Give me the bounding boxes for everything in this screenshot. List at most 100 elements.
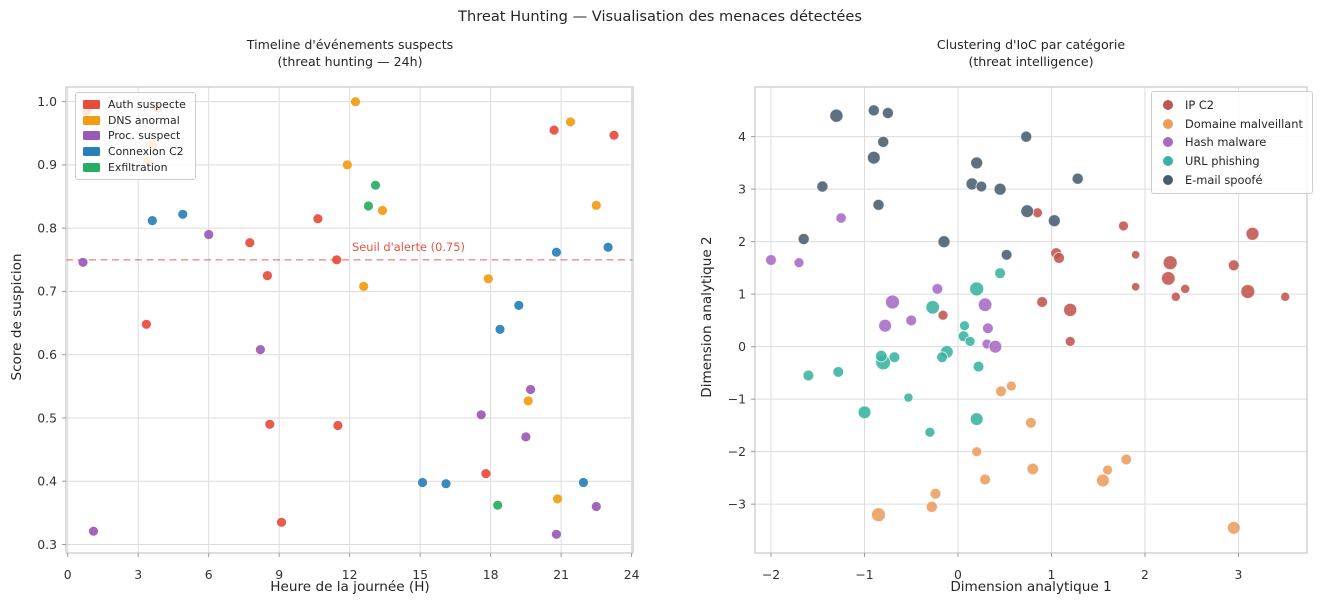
data-point-series-4 bbox=[1020, 204, 1035, 219]
data-point-series-1 bbox=[1005, 380, 1017, 392]
panel-title-timeline-line1: Timeline d'événements suspects bbox=[246, 37, 454, 52]
data-point-series-3 bbox=[514, 300, 524, 310]
x-tick-label: −1 bbox=[855, 567, 873, 582]
y-tick-label: 2 bbox=[738, 234, 746, 249]
x-tick-label: 9 bbox=[275, 567, 283, 582]
data-point-series-3 bbox=[857, 405, 872, 420]
data-point-series-4 bbox=[493, 500, 503, 510]
legend-swatch-icon bbox=[1163, 100, 1173, 111]
legend-label: URL phishing bbox=[1185, 154, 1260, 169]
data-point-series-2 bbox=[551, 529, 561, 539]
data-point-series-4 bbox=[975, 180, 988, 193]
panel-title-clustering-line2: (threat intelligence) bbox=[968, 54, 1094, 69]
data-point-series-3 bbox=[994, 267, 1006, 280]
x-tick-label: 24 bbox=[624, 567, 640, 582]
data-point-series-1 bbox=[871, 507, 886, 523]
data-point-series-4 bbox=[1020, 130, 1033, 143]
data-point-series-3 bbox=[495, 324, 505, 334]
data-point-series-3 bbox=[964, 335, 976, 347]
x-tick-label: 12 bbox=[342, 567, 358, 582]
data-point-series-3 bbox=[551, 247, 561, 257]
data-point-series-4 bbox=[877, 135, 890, 148]
x-tick-label: 3 bbox=[1235, 567, 1243, 582]
data-point-series-3 bbox=[178, 209, 188, 219]
data-point-series-2 bbox=[885, 294, 900, 310]
data-point-series-1 bbox=[350, 97, 361, 107]
legend-swatch-icon bbox=[83, 162, 100, 172]
y-tick-label: 0.6 bbox=[37, 347, 57, 362]
legend-label: Exfiltration bbox=[108, 160, 168, 174]
y-tick-label: 0.7 bbox=[37, 284, 57, 299]
data-point-series-2 bbox=[982, 322, 994, 335]
x-tick-label: 6 bbox=[205, 567, 213, 582]
data-point-series-3 bbox=[936, 351, 948, 364]
data-point-series-3 bbox=[969, 281, 985, 297]
data-point-series-0 bbox=[1064, 335, 1076, 347]
data-point-series-0 bbox=[332, 255, 342, 265]
x-tick-label: 18 bbox=[483, 567, 499, 582]
x-tick-label: 0 bbox=[64, 567, 72, 582]
data-point-series-1 bbox=[483, 274, 493, 284]
data-point-series-1 bbox=[1026, 462, 1040, 476]
data-point-series-3 bbox=[875, 349, 888, 363]
data-point-series-3 bbox=[832, 366, 845, 378]
x-tick-label: 0 bbox=[954, 567, 962, 582]
data-point-series-3 bbox=[802, 369, 815, 382]
panel-title-clustering: Clustering d'IoC par catégorie (threat i… bbox=[831, 36, 1231, 70]
data-point-series-1 bbox=[971, 446, 983, 458]
data-point-series-3 bbox=[925, 300, 940, 315]
data-point-series-0 bbox=[1063, 302, 1078, 317]
data-point-series-4 bbox=[866, 150, 881, 165]
legend-item: URL phishing bbox=[1159, 152, 1303, 171]
data-point-series-2 bbox=[793, 257, 805, 269]
data-point-series-1 bbox=[1102, 464, 1114, 476]
legend-label: Domaine malveillant bbox=[1185, 116, 1303, 131]
data-point-series-1 bbox=[342, 160, 352, 170]
data-point-series-1 bbox=[377, 205, 388, 216]
data-point-series-2 bbox=[878, 318, 892, 333]
legend-swatch-icon bbox=[83, 131, 100, 141]
data-point-series-2 bbox=[591, 501, 601, 512]
data-point-series-0 bbox=[1240, 284, 1256, 299]
data-point-series-4 bbox=[1071, 172, 1084, 185]
data-point-series-1 bbox=[565, 117, 576, 127]
x-axis-label-clustering: Dimension analytique 1 bbox=[950, 579, 1112, 595]
panel-title-clustering-line1: Clustering d'IoC par catégorie bbox=[936, 37, 1126, 52]
panel-title-timeline: Timeline d'événements suspects (threat h… bbox=[150, 36, 550, 70]
data-point-series-3 bbox=[441, 479, 451, 489]
data-point-series-1 bbox=[925, 500, 938, 513]
legend-item: Hash malware bbox=[1159, 133, 1303, 152]
legend-clustering: IP C2 Domaine malveillant Hash malware URL … bbox=[1151, 91, 1313, 194]
y-tick-label: 4 bbox=[738, 129, 746, 144]
x-tick-label: 1 bbox=[1048, 567, 1056, 582]
data-point-series-2 bbox=[765, 254, 777, 266]
legend-item: E-mail spoofé bbox=[1159, 170, 1303, 189]
legend-swatch-icon bbox=[83, 147, 100, 157]
data-point-series-1 bbox=[1120, 453, 1133, 466]
data-point-series-4 bbox=[816, 180, 829, 193]
data-point-series-4 bbox=[363, 201, 373, 211]
legend-item: Proc. suspect bbox=[83, 128, 186, 144]
legend-label: Connexion C2 bbox=[108, 145, 184, 159]
data-point-series-0 bbox=[1130, 282, 1141, 292]
data-point-series-1 bbox=[1096, 473, 1110, 488]
data-point-series-2 bbox=[526, 384, 536, 395]
data-point-series-2 bbox=[931, 283, 944, 295]
data-point-series-4 bbox=[1000, 248, 1013, 261]
data-point-series-1 bbox=[929, 487, 942, 500]
data-point-series-0 bbox=[481, 469, 491, 479]
legend-label: Auth suspecte bbox=[108, 98, 186, 112]
data-point-series-0 bbox=[1118, 220, 1129, 232]
legend-label: Proc. suspect bbox=[108, 129, 181, 143]
x-tick-label: 2 bbox=[1141, 567, 1149, 582]
legend-label: IP C2 bbox=[1185, 98, 1215, 113]
data-point-series-4 bbox=[867, 104, 880, 117]
legend-swatch-icon bbox=[83, 115, 100, 125]
data-point-series-1 bbox=[1025, 416, 1037, 429]
data-point-series-3 bbox=[417, 477, 428, 488]
clustering-scatter-plot: −2 −1 0 1 2 3 −3 −2 −1 0 1 2 3 4 bbox=[728, 86, 1308, 582]
legend-label: Hash malware bbox=[1185, 135, 1267, 150]
legend-item: Connexion C2 bbox=[83, 144, 186, 160]
data-point-series-0 bbox=[313, 214, 323, 224]
data-point-series-3 bbox=[903, 392, 914, 403]
